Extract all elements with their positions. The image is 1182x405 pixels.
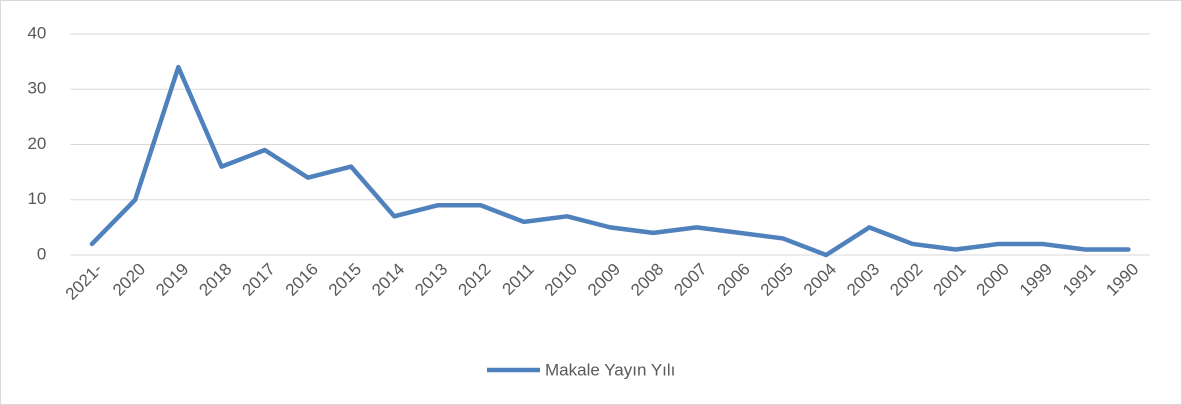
data-line xyxy=(89,64,1131,258)
y-tick-label: 20 xyxy=(27,134,46,153)
y-tick-label: 0 xyxy=(37,244,46,263)
y-tick-label: 30 xyxy=(27,79,46,98)
y-tick-label: 40 xyxy=(27,23,46,42)
legend-label: Makale Yayın Yılı xyxy=(545,360,675,379)
y-tick-label: 10 xyxy=(27,189,46,208)
